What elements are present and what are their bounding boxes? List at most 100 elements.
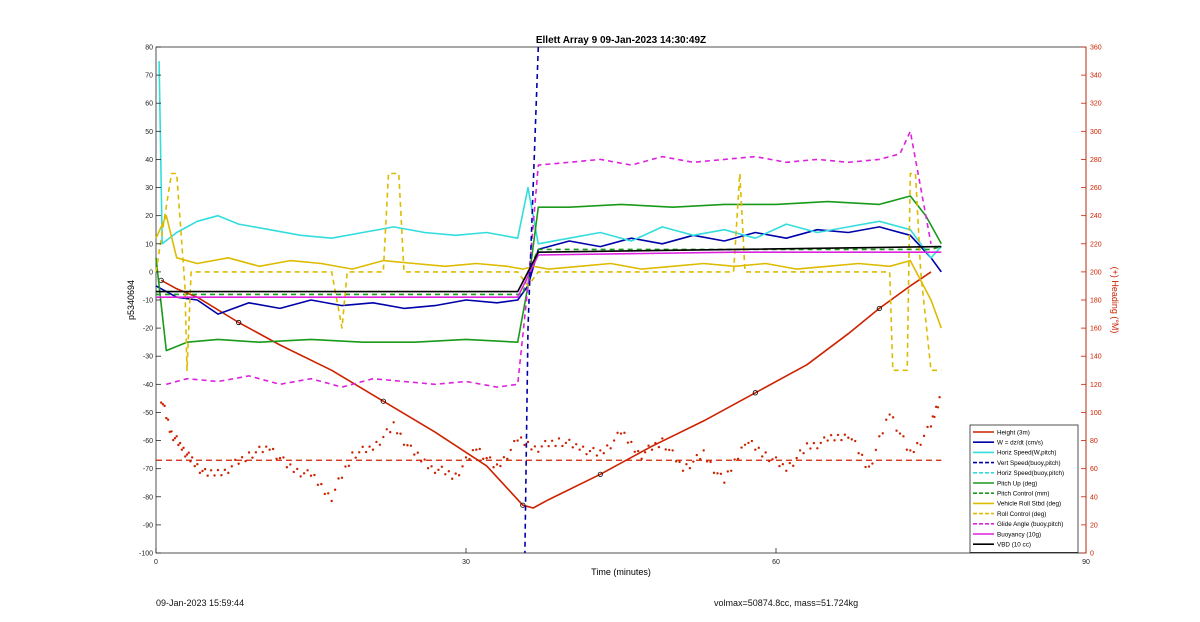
heading-point (182, 446, 185, 450)
heading-point (637, 449, 640, 453)
heading-point (526, 440, 530, 444)
heading-point (364, 450, 368, 454)
heading-point (371, 448, 375, 451)
heading-point (792, 464, 795, 468)
heading-point (530, 448, 533, 451)
heading-point (413, 453, 416, 456)
series-line-w-dz-dt-cm-s (155, 226, 942, 315)
heading-point (661, 437, 664, 440)
heading-point (592, 446, 595, 450)
heading-point (568, 438, 571, 442)
heading-point (537, 450, 540, 453)
legend-entry-label: Buoyancy (10g) (997, 531, 1041, 538)
heading-point (802, 452, 805, 455)
heading-point (795, 456, 798, 460)
heading-point (302, 472, 306, 475)
heading-point (402, 443, 406, 446)
heading-point (437, 468, 440, 472)
heading-point (289, 463, 292, 466)
y-tick-label: -70 (143, 466, 153, 473)
heading-point (275, 457, 278, 461)
heading-point (196, 463, 199, 466)
heading-point (847, 436, 850, 439)
heading-point (905, 448, 909, 451)
heading-point (668, 448, 671, 452)
series-line-vbd-10-cc (156, 245, 942, 293)
heading-point (685, 463, 688, 466)
heading-point (933, 415, 936, 419)
heading-point (216, 468, 220, 472)
heading-point (867, 465, 871, 468)
y2-axis-label: (+) Heading (°M) (1110, 267, 1120, 334)
heading-point (898, 432, 902, 435)
height-marker (752, 390, 758, 396)
heading-point (798, 449, 802, 452)
heading-point (936, 406, 940, 409)
legend: Height (3m) W = dz/dt (cm/s) Horiz Speed(W… (969, 424, 1079, 553)
legend-entry-label: W = dz/dt (cm/s) (997, 440, 1043, 447)
heading-point (544, 439, 547, 443)
heading-point (361, 445, 364, 449)
y-tick-label: -80 (143, 494, 153, 501)
y-tick-label: -30 (143, 354, 153, 361)
heading-point (588, 449, 592, 453)
heading-point (895, 429, 898, 432)
y-tick-label: 0 (149, 269, 153, 276)
heading-point (547, 444, 550, 448)
heading-point (392, 421, 395, 424)
heading-point (864, 465, 867, 469)
heading-point (475, 448, 478, 451)
height-marker (520, 502, 526, 508)
y2-tick-label: 60 (1090, 466, 1098, 473)
heading-point (809, 447, 812, 450)
heading-point (829, 433, 833, 437)
heading-point (726, 470, 729, 473)
y2-tick-label: 140 (1090, 354, 1102, 361)
y-tick-label: -90 (143, 522, 153, 529)
heading-point (313, 473, 316, 477)
heading-point (523, 443, 526, 447)
series-line-height-3m (160, 271, 932, 509)
heading-point (888, 413, 891, 416)
heading-point (630, 440, 633, 444)
heading-point (159, 401, 163, 404)
heading-point (871, 462, 874, 465)
heading-point (268, 448, 271, 451)
height-marker (876, 305, 882, 312)
legend-entry-label: Horiz Speed(W,pitch) (997, 450, 1057, 457)
heading-point (754, 448, 757, 451)
heading-point (585, 452, 588, 456)
heading-point (368, 445, 371, 448)
heading-point (292, 470, 295, 474)
heading-point (161, 403, 165, 406)
heading-point (261, 450, 264, 454)
x-tick-label: 90 (1082, 559, 1090, 566)
heading-point (492, 466, 495, 469)
heading-point (747, 441, 750, 445)
y-tick-label: 30 (145, 185, 153, 192)
heading-point (454, 472, 457, 475)
heading-point (619, 432, 623, 435)
series-line-buoyancy-10g (156, 251, 942, 299)
heading-point (327, 492, 330, 495)
y-tick-label: 20 (145, 213, 153, 220)
x-axis-label: Time (minutes) (591, 567, 651, 577)
heading-point (254, 451, 258, 454)
heading-point (240, 455, 244, 459)
y2-tick-label: 100 (1090, 410, 1102, 417)
heading-point (227, 471, 230, 475)
heading-point (330, 499, 333, 503)
heading-point (575, 443, 578, 446)
heading-point (688, 466, 692, 470)
y2-tick-label: 280 (1090, 157, 1102, 164)
footer-volmax-mass: volmax=50874.8cc, mass=51.724kg (714, 598, 859, 608)
heading-point (781, 463, 785, 466)
heading-point (516, 439, 519, 442)
heading-point (163, 404, 166, 408)
heading-point (743, 443, 747, 446)
heading-point (426, 466, 430, 470)
heading-point (854, 439, 857, 443)
heading-point (457, 474, 461, 477)
height-marker (597, 471, 603, 477)
heading-point (296, 467, 299, 471)
